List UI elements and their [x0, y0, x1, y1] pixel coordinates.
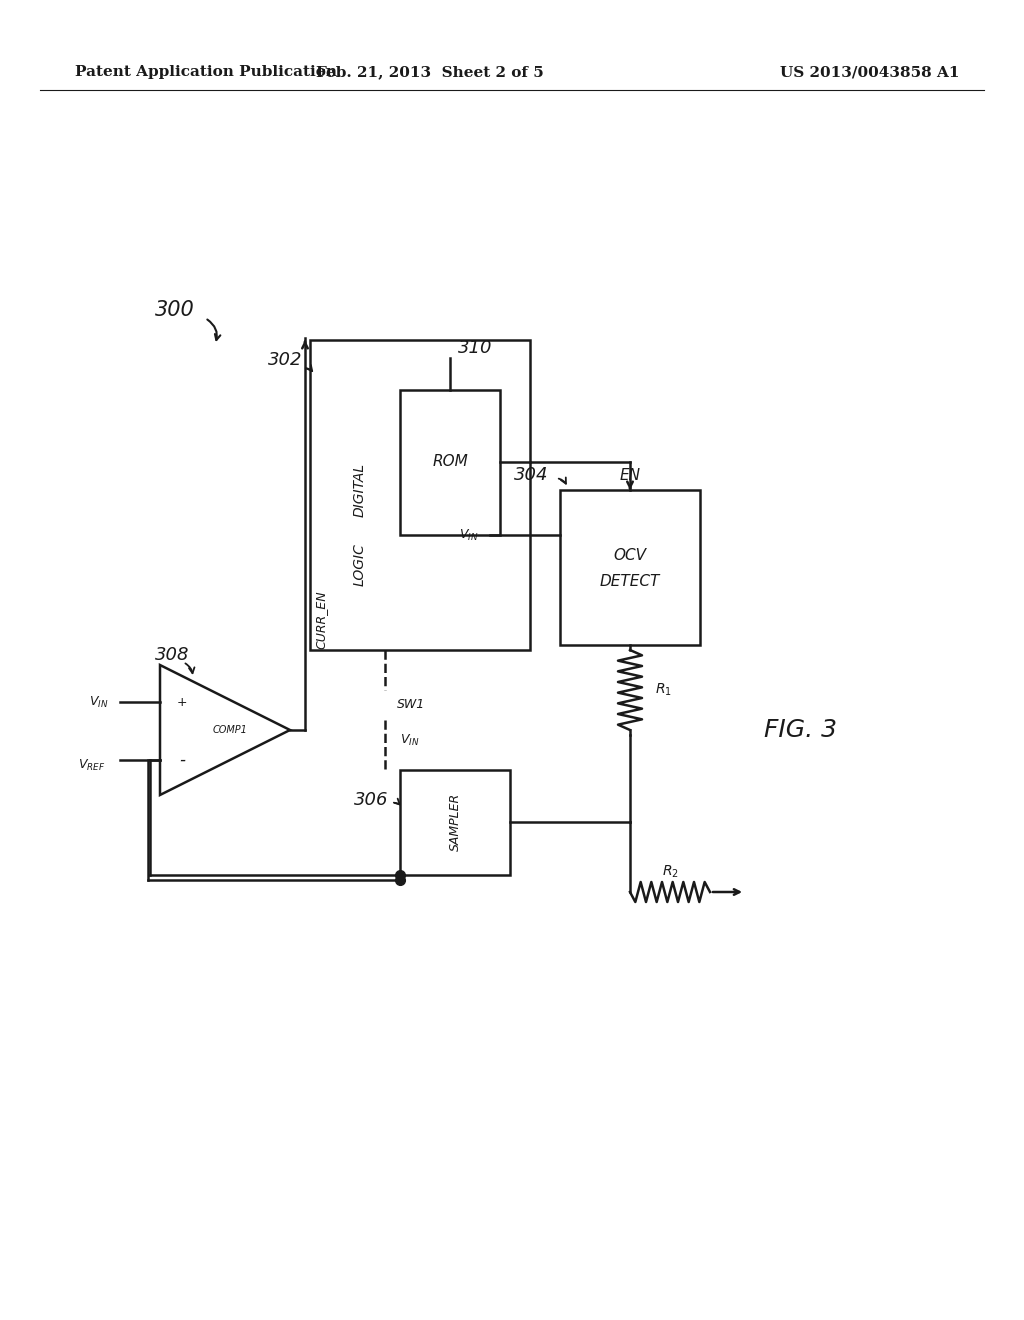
- Text: -: -: [179, 751, 185, 770]
- Text: EN: EN: [620, 467, 640, 483]
- Text: US 2013/0043858 A1: US 2013/0043858 A1: [780, 65, 961, 79]
- Text: Patent Application Publication: Patent Application Publication: [75, 65, 337, 79]
- Text: 306: 306: [353, 791, 388, 809]
- Text: CURR_EN: CURR_EN: [314, 590, 328, 649]
- Text: OCV: OCV: [613, 548, 646, 562]
- Text: DETECT: DETECT: [600, 574, 660, 590]
- Text: 304: 304: [513, 466, 548, 484]
- Text: 308: 308: [155, 645, 189, 664]
- Bar: [400, 389, 500, 535]
- Text: DIGITAL: DIGITAL: [353, 463, 367, 517]
- Bar: [310, 341, 530, 649]
- Text: +: +: [177, 696, 187, 709]
- Text: COMP1: COMP1: [213, 725, 248, 735]
- Text: SAMPLER: SAMPLER: [449, 793, 462, 851]
- Text: $R_1$: $R_1$: [655, 682, 672, 698]
- Bar: [400, 770, 510, 875]
- Text: Feb. 21, 2013  Sheet 2 of 5: Feb. 21, 2013 Sheet 2 of 5: [316, 65, 544, 79]
- Text: $V_{IN}$: $V_{IN}$: [459, 528, 478, 543]
- Text: $V_{IN}$: $V_{IN}$: [400, 733, 420, 747]
- Text: SW1: SW1: [397, 698, 425, 711]
- Text: 300: 300: [155, 300, 195, 319]
- Text: $R_2$: $R_2$: [662, 863, 679, 880]
- Bar: [560, 490, 700, 645]
- Text: $V_{REF}$: $V_{REF}$: [78, 758, 105, 772]
- Text: LOGIC: LOGIC: [353, 544, 367, 586]
- Text: 302: 302: [267, 351, 302, 370]
- Text: FIG. 3: FIG. 3: [764, 718, 837, 742]
- Text: $V_{IN}$: $V_{IN}$: [88, 694, 108, 710]
- Text: ROM: ROM: [432, 454, 468, 470]
- Text: 310: 310: [458, 339, 493, 356]
